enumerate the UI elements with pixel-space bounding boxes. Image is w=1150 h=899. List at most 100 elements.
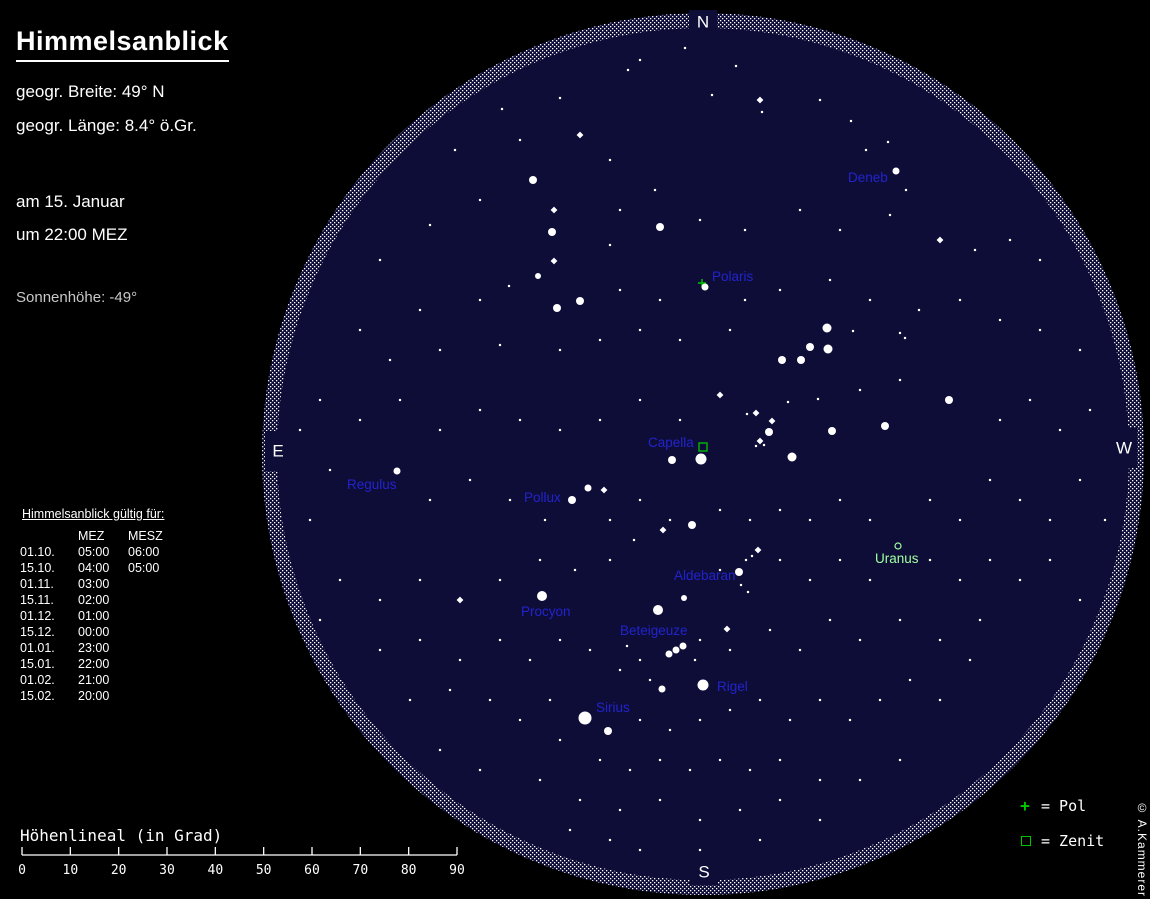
- star: [818, 778, 822, 782]
- table-cell-date: 01.12.: [20, 609, 55, 623]
- compass-label: E: [272, 442, 283, 461]
- bright-star: [828, 427, 836, 435]
- star: [648, 678, 652, 682]
- bright-star: [681, 595, 687, 601]
- bright-star: [823, 344, 833, 354]
- star: [488, 698, 492, 702]
- star: [418, 308, 422, 312]
- star: [318, 398, 322, 402]
- star-label: Beteigeuze: [620, 623, 688, 638]
- star: [438, 748, 442, 752]
- star: [728, 648, 732, 652]
- star-label: Pollux: [524, 490, 561, 505]
- star: [968, 658, 972, 662]
- named-star: [393, 467, 401, 475]
- bright-star: [806, 343, 814, 351]
- star: [438, 428, 442, 432]
- star: [1038, 258, 1042, 262]
- star: [408, 698, 412, 702]
- table-cell-mesz: [128, 640, 180, 656]
- compass-label: S: [698, 863, 709, 882]
- star: [988, 478, 992, 482]
- star: [538, 778, 542, 782]
- star: [988, 558, 992, 562]
- star: [453, 148, 457, 152]
- star: [778, 508, 782, 512]
- star: [868, 518, 872, 522]
- star: [338, 578, 342, 582]
- star-label: Capella: [648, 435, 694, 450]
- star: [638, 58, 642, 62]
- star: [858, 638, 862, 642]
- star: [710, 93, 714, 97]
- table-cell-mesz: 06:00: [128, 545, 160, 559]
- ruler-tick-label: 70: [353, 863, 369, 878]
- ruler-tick-label: 90: [449, 863, 465, 878]
- star: [1078, 478, 1082, 482]
- star: [898, 331, 902, 335]
- bright-star: [688, 521, 696, 529]
- named-star: [701, 283, 709, 291]
- star: [598, 758, 602, 762]
- bright-star: [584, 484, 592, 492]
- star: [928, 558, 932, 562]
- compass-gap: [1111, 428, 1137, 468]
- star: [898, 618, 902, 622]
- star: [468, 478, 472, 482]
- named-star: [537, 591, 547, 601]
- bright-star: [535, 273, 541, 279]
- star: [518, 418, 522, 422]
- validity-table: Himmelsanblick gültig für: MEZ MESZ 01.10.…: [20, 507, 180, 704]
- star: [851, 329, 855, 333]
- star: [1038, 328, 1042, 332]
- star: [762, 443, 766, 447]
- named-star: [892, 167, 900, 175]
- star: [698, 638, 702, 642]
- star: [808, 578, 812, 582]
- validity-table-grid: MEZ MESZ 01.10. 05:00 06:00 15.10. 04:00 05:00 0…: [20, 528, 180, 704]
- star: [618, 668, 622, 672]
- ruler-tick-label: 20: [111, 863, 127, 878]
- table-cell-date: 15.01.: [20, 657, 55, 671]
- star: [938, 698, 942, 702]
- star: [388, 358, 392, 362]
- star: [958, 298, 962, 302]
- compass-gap: [265, 431, 291, 471]
- star: [898, 378, 902, 382]
- star: [498, 638, 502, 642]
- star: [1103, 518, 1107, 522]
- named-star: [578, 711, 592, 725]
- ruler-tick-label: 60: [304, 863, 320, 878]
- star: [738, 808, 742, 812]
- star: [798, 208, 802, 212]
- star: [748, 768, 752, 772]
- table-cell-mez: 02:00: [78, 593, 110, 607]
- page-title: Himmelsanblick: [16, 26, 229, 62]
- star: [758, 838, 762, 842]
- star: [718, 508, 722, 512]
- star: [904, 188, 908, 192]
- star: [378, 258, 382, 262]
- star: [978, 618, 982, 622]
- table-cell-mez: 00:00: [78, 625, 110, 639]
- star: [428, 223, 432, 227]
- star: [858, 778, 862, 782]
- date-text: am 15. Januar: [16, 192, 125, 211]
- star: [998, 418, 1002, 422]
- star: [786, 400, 790, 404]
- bright-star: [576, 297, 584, 305]
- star: [678, 338, 682, 342]
- star: [668, 518, 672, 522]
- table-cell-mesz: [128, 624, 180, 640]
- compass-label: N: [697, 13, 709, 32]
- ruler-tick-label: 50: [256, 863, 272, 878]
- star: [1088, 408, 1092, 412]
- star: [628, 768, 632, 772]
- table-cell-mez: 21:00: [78, 673, 110, 687]
- star: [588, 648, 592, 652]
- star: [418, 578, 422, 582]
- star-label: Aldebaran: [674, 568, 736, 583]
- star: [728, 328, 732, 332]
- star: [739, 583, 743, 587]
